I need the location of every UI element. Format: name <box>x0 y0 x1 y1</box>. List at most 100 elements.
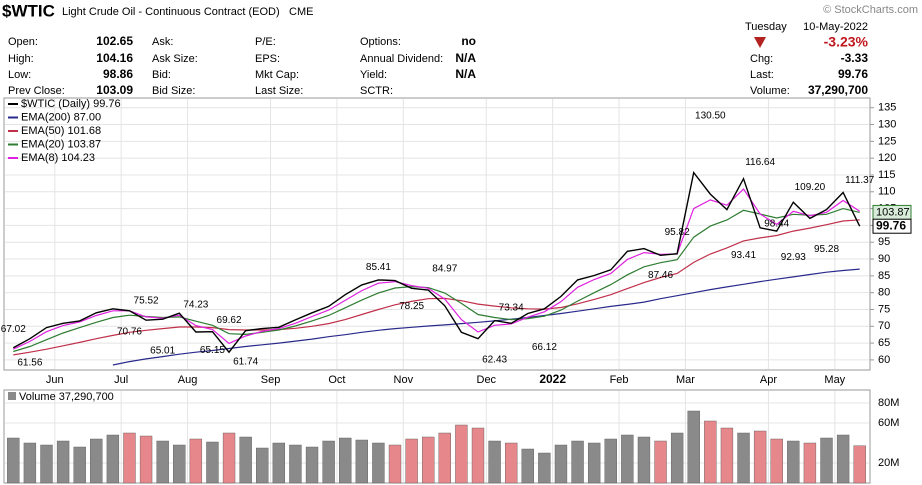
y-tick-label: 95 <box>878 236 890 248</box>
field-label: Mkt Cap: <box>255 69 299 81</box>
field-value: 102.65 <box>96 34 133 48</box>
field-label: EPS: <box>255 53 280 65</box>
x-tick-label: Nov <box>394 374 414 386</box>
y-tick-label: 110 <box>878 186 896 198</box>
quote-label: Chg: <box>750 53 773 65</box>
volume-legend: Volume 37,290,700 <box>19 391 114 403</box>
price-annotation: 61.56 <box>17 357 42 368</box>
price-annotation: 70.76 <box>117 326 142 337</box>
down-arrow <box>754 37 766 48</box>
price-panel <box>3 97 871 371</box>
field-label: Options: <box>360 36 401 48</box>
price-annotation: 75.52 <box>134 295 159 306</box>
last-value: 99.76 <box>876 218 906 232</box>
quote-label: Last: <box>750 69 774 81</box>
field-label: Low: <box>8 69 31 81</box>
watermark: © StockCharts.com <box>823 4 918 16</box>
volume-bar <box>438 432 451 484</box>
x-tick-label: Jul <box>114 374 128 386</box>
x-tick-label: Dec <box>477 374 497 386</box>
volume-bar <box>455 424 468 484</box>
volume-bar <box>7 437 20 484</box>
field-label: Ask: <box>152 36 173 48</box>
volume-bar <box>488 440 501 484</box>
field-label: Last Size: <box>255 85 303 97</box>
price-annotation: 65.15 <box>200 345 225 356</box>
volume-bar <box>73 446 86 484</box>
field-label: Bid Size: <box>152 85 195 97</box>
price-annotation: 65.01 <box>150 346 175 357</box>
volume-bar <box>189 438 203 484</box>
field-label: High: <box>8 53 34 65</box>
field-value: no <box>461 34 476 48</box>
x-tick-label: Jun <box>46 374 64 386</box>
volume-bar <box>372 442 385 484</box>
field-label: Bid: <box>152 69 171 81</box>
legend-label: EMA(50) 101.68 <box>21 125 101 137</box>
volume-bar <box>670 432 684 484</box>
volume-bar <box>139 435 153 484</box>
volume-bar <box>538 452 551 484</box>
volume-bar <box>355 439 368 484</box>
volume-bar <box>422 436 435 484</box>
volume-bar <box>206 441 219 484</box>
volume-bar <box>56 440 70 484</box>
x-tick-label: 2022 <box>539 372 566 386</box>
legend-label: EMA(200) 87.00 <box>21 111 101 123</box>
legend-label: $WTIC (Daily) 99.76 <box>21 98 121 110</box>
x-tick-label: Sep <box>261 374 281 386</box>
day: Tuesday <box>745 21 787 33</box>
price-annotation: 130.50 <box>695 110 726 121</box>
volume-bar <box>505 442 518 484</box>
volume-bar <box>521 448 534 484</box>
volume-bar <box>90 438 103 484</box>
volume-bar <box>820 437 833 484</box>
volume-bar <box>587 442 601 484</box>
price-annotation: 69.62 <box>217 315 242 326</box>
volume-bar <box>787 440 800 484</box>
legend-label: EMA(8) 104.23 <box>21 152 95 164</box>
field-label: Open: <box>8 36 38 48</box>
quote-value: -3.33 <box>841 51 869 65</box>
volume-bar <box>405 438 418 484</box>
volume-bar <box>256 447 269 484</box>
exchange: CME <box>289 6 313 18</box>
volume-bar <box>40 444 53 484</box>
y-tick-label: 70 <box>878 320 890 332</box>
volume-bar <box>272 442 286 484</box>
ema-line <box>112 268 860 366</box>
x-tick-label: Feb <box>610 374 629 386</box>
y-tick-label: 135 <box>878 102 896 114</box>
y-tick-label: 80 <box>878 287 890 299</box>
y-tick-label: 60 <box>878 354 890 366</box>
price-annotation: 95.28 <box>814 244 839 255</box>
volume-bar <box>289 444 302 484</box>
volume-bar <box>687 410 700 484</box>
volume-bar <box>239 436 252 484</box>
volume-bar <box>222 432 236 484</box>
field-label: Annual Dividend: <box>360 53 443 65</box>
quote-label: Volume: <box>750 85 790 97</box>
volume-panel <box>3 389 871 484</box>
y-tick-label: 85 <box>878 270 890 282</box>
price-annotation: 84.97 <box>432 264 457 275</box>
volume-bar <box>388 444 402 484</box>
field-value: 103.09 <box>96 83 133 97</box>
field-value: N/A <box>455 67 476 81</box>
volume-bar <box>106 434 120 484</box>
volume-bar <box>720 427 734 484</box>
volume-bar <box>836 434 850 484</box>
volume-bar <box>621 434 634 484</box>
volume-bar <box>637 436 651 484</box>
y-tick-label: 125 <box>878 135 896 147</box>
last-value: 103.87 <box>876 206 910 218</box>
last-value-tag <box>872 218 912 234</box>
x-tick-label: Mar <box>676 374 695 386</box>
x-tick-label: Apr <box>760 374 777 386</box>
volume-bar <box>156 440 169 484</box>
y-tick-label: 90 <box>878 253 890 265</box>
price-annotation: 87.46 <box>648 270 673 281</box>
date: 10-May-2022 <box>803 21 868 33</box>
field-label: SCTR: <box>360 85 393 97</box>
volume-bar <box>173 444 186 484</box>
